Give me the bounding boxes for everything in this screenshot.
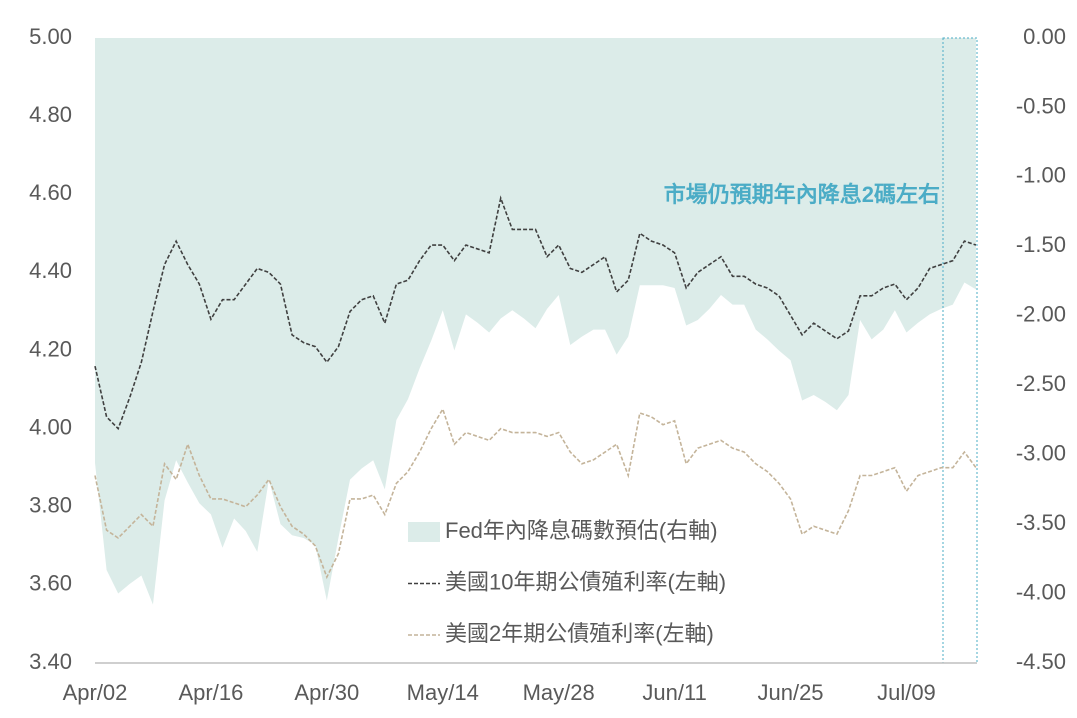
y2-tick-label: -1.50: [1016, 232, 1066, 257]
x-tick-label: May/28: [523, 680, 595, 705]
y2-tick-label: -3.00: [1016, 440, 1066, 465]
x-tick-label: Apr/16: [179, 680, 244, 705]
line: [94, 195, 977, 431]
y2-tick-label: -4.00: [1016, 579, 1066, 604]
y2-tick-label: -0.50: [1016, 93, 1066, 118]
x-tick-label: Jun/11: [642, 680, 706, 705]
area: [95, 38, 976, 605]
y-tick-label: 5.00: [29, 24, 72, 49]
x-tick-label: Apr/30: [294, 680, 359, 705]
y2-tick-label: -2.50: [1016, 371, 1066, 396]
legend-label: Fed年內降息碼數預估(右軸): [445, 518, 718, 543]
y-tick-label: 4.40: [29, 258, 72, 283]
x-tick-label: May/14: [407, 680, 479, 705]
y2-tick-label: -1.00: [1016, 163, 1066, 188]
x-tick-label: Jul/09: [877, 680, 936, 705]
line: [94, 407, 977, 580]
area-layer: [95, 38, 976, 605]
x-tick-label: Apr/02: [63, 680, 128, 705]
y2-tick-label: 0.00: [1023, 24, 1066, 49]
y2-tick-label: -4.50: [1016, 649, 1066, 674]
legend-swatch: [408, 522, 440, 542]
legend-label: 美國10年期公債殖利率(左軸): [445, 569, 726, 594]
y-tick-label: 3.40: [29, 649, 72, 674]
x-tick-label: Jun/25: [757, 680, 823, 705]
y-tick-label: 3.60: [29, 571, 72, 596]
legend-label: 美國2年期公債殖利率(左軸): [445, 621, 714, 646]
y-tick-label: 4.00: [29, 414, 72, 439]
y2-tick-label: -2.00: [1016, 302, 1066, 327]
y-tick-label: 4.20: [29, 336, 72, 361]
y-tick-label: 4.80: [29, 102, 72, 127]
y2-tick-label: -3.50: [1016, 510, 1066, 535]
annotation: 市場仍預期年內降息2碼左右: [664, 182, 940, 207]
y-tick-label: 3.80: [29, 493, 72, 518]
y-tick-label: 4.60: [29, 180, 72, 205]
